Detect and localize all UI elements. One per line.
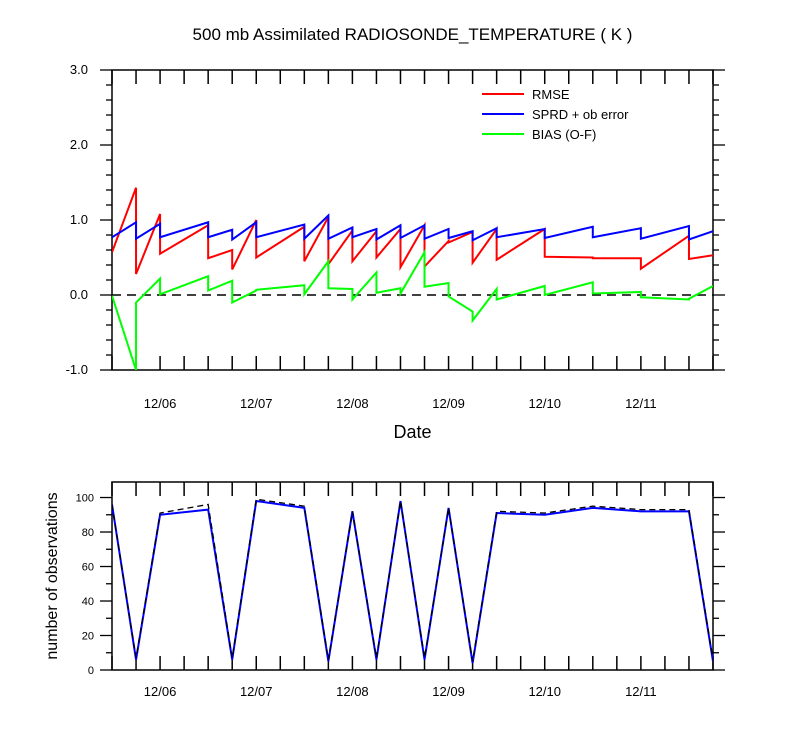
y-tick-label: 0.0 [70,287,88,302]
series-line-sprd-ob-error [112,213,713,242]
x-tick-label: 12/08 [336,396,369,411]
y-tick-label: 3.0 [70,62,88,77]
x-tick-label: 12/11 [625,396,657,411]
y-tick-label: 80 [82,527,94,539]
plot-area [112,498,713,664]
x-tick-marks [111,70,714,370]
x-tick-label: 12/08 [336,684,369,699]
x-tick-label: 12/10 [528,396,561,411]
legend-label: SPRD + ob error [532,107,629,122]
y-tick-label: 2.0 [70,137,88,152]
legend: RMSE SPRD + ob error BIAS (O-F) [482,87,629,142]
plot-frame [111,481,714,671]
x-tick-label: 12/09 [432,396,465,411]
x-tick-label: 12/06 [144,684,177,699]
chart-title: 500 mb Assimilated RADIOSONDE_TEMPERATUR… [193,25,633,44]
y-tick-label: 0 [88,665,94,677]
x-tick-label: 12/06 [144,396,177,411]
y-tick-label: 40 [82,596,94,608]
y-tick-label: -1.0 [66,362,88,377]
series-line-observations-possible [112,498,713,662]
y-tick-label: 60 [82,562,94,574]
series-line-bias-o-f- [112,248,713,370]
y-tick-label: 1.0 [70,212,88,227]
y-tick-label: 100 [76,493,94,505]
x-tick-label: 12/10 [528,684,561,699]
top-chart: 500 mb Assimilated RADIOSONDE_TEMPERATUR… [66,25,725,442]
x-tick-label: 12/07 [240,684,273,699]
x-axis-label: Date [393,422,431,442]
y-tick-marks [100,496,725,671]
series-line-rmse [112,187,713,275]
x-tick-label: 12/11 [625,684,657,699]
x-tick-marks [111,482,714,670]
y-tick-label: 20 [82,631,94,643]
y-tick-marks [100,69,725,371]
bottom-chart: 12/06 12/07 12/08 12/09 12/10 12/11 0 20 40 60 80 1… [44,481,725,699]
legend-label: BIAS (O-F) [532,127,596,142]
x-tick-label: 12/09 [432,684,465,699]
series-line-observations-used [112,499,713,664]
x-tick-label: 12/07 [240,396,273,411]
plot-area [112,187,713,370]
y-axis-label: number of observations [44,492,61,659]
legend-label: RMSE [532,87,570,102]
